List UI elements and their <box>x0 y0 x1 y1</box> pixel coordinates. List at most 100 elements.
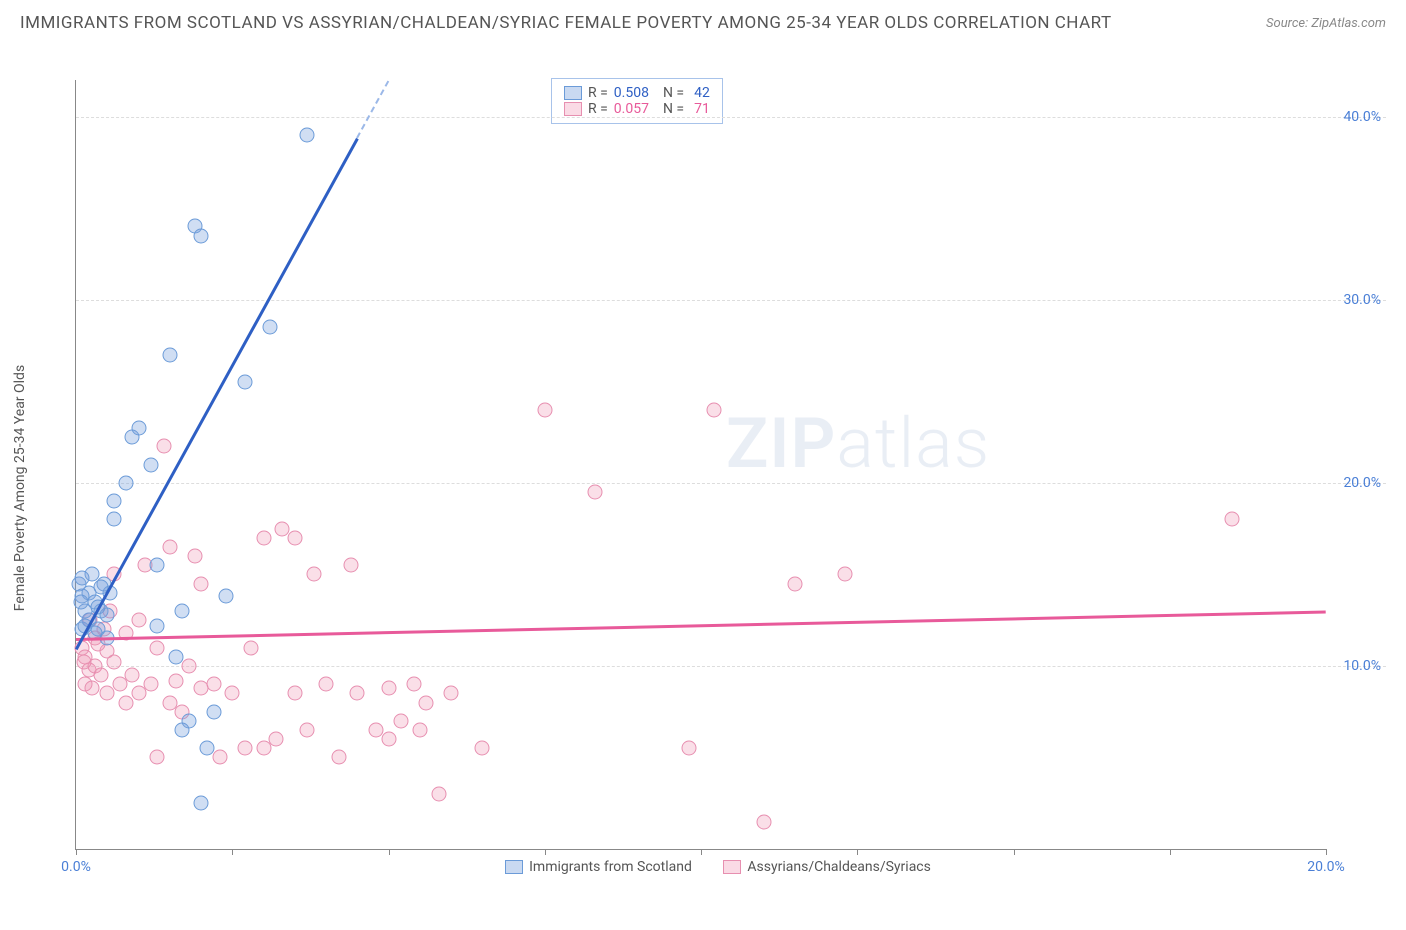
data-point <box>444 686 459 701</box>
x-tick <box>389 849 390 855</box>
data-point <box>419 695 434 710</box>
data-point <box>84 680 99 695</box>
data-point <box>431 787 446 802</box>
swatch-blue-icon <box>505 860 523 874</box>
y-tick-label: 20.0% <box>1343 475 1381 491</box>
legend-pink-label: Assyrians/Chaldeans/Syriacs <box>747 859 930 875</box>
data-point <box>150 618 165 633</box>
data-point <box>306 567 321 582</box>
data-point <box>681 741 696 756</box>
data-point <box>300 127 315 142</box>
data-point <box>206 704 221 719</box>
y-axis-label: Female Poverty Among 25-34 Year Olds <box>12 365 28 611</box>
trend-line <box>76 611 1326 641</box>
data-point <box>106 512 121 527</box>
swatch-blue-icon <box>564 86 582 100</box>
data-point <box>200 741 215 756</box>
y-tick-label: 30.0% <box>1343 292 1381 308</box>
data-point <box>756 814 771 829</box>
data-point <box>162 347 177 362</box>
data-point <box>706 402 721 417</box>
data-point <box>162 539 177 554</box>
data-point <box>131 613 146 628</box>
data-point <box>194 228 209 243</box>
legend-blue-label: Immigrants from Scotland <box>529 859 692 875</box>
data-point <box>106 655 121 670</box>
data-point <box>787 576 802 591</box>
data-point <box>169 673 184 688</box>
source-credit: Source: ZipAtlas.com <box>1266 16 1386 31</box>
data-point <box>206 677 221 692</box>
data-point <box>144 677 159 692</box>
data-point <box>244 640 259 655</box>
data-point <box>119 475 134 490</box>
swatch-pink-icon <box>564 102 582 116</box>
data-point <box>150 558 165 573</box>
n-value-pink: 71 <box>694 101 710 117</box>
x-tick <box>1326 849 1327 855</box>
data-point <box>237 375 252 390</box>
r-label: R = <box>588 85 608 101</box>
n-value-blue: 42 <box>694 85 710 101</box>
data-point <box>262 320 277 335</box>
chart-area: Female Poverty Among 25-34 Year Olds R =… <box>50 80 1386 880</box>
data-point <box>150 750 165 765</box>
data-point <box>537 402 552 417</box>
data-point <box>475 741 490 756</box>
n-label: N = <box>663 85 684 101</box>
data-point <box>219 589 234 604</box>
y-tick-label: 10.0% <box>1343 658 1381 674</box>
plot-region: R = 0.508 N = 42 R = 0.057 N = 71 ZIPatl… <box>75 80 1326 850</box>
x-tick <box>857 849 858 855</box>
x-tick <box>1170 849 1171 855</box>
data-point <box>287 530 302 545</box>
r-label: R = <box>588 101 608 117</box>
data-point <box>150 640 165 655</box>
data-point <box>131 420 146 435</box>
data-point <box>412 723 427 738</box>
data-point <box>331 750 346 765</box>
gridline <box>76 483 1386 484</box>
data-point <box>175 723 190 738</box>
data-point <box>187 549 202 564</box>
data-point <box>1225 512 1240 527</box>
data-point <box>125 668 140 683</box>
data-point <box>144 457 159 472</box>
data-point <box>406 677 421 692</box>
data-point <box>256 530 271 545</box>
data-point <box>394 713 409 728</box>
r-value-pink: 0.057 <box>614 101 649 117</box>
data-point <box>237 741 252 756</box>
data-point <box>381 732 396 747</box>
data-point <box>269 732 284 747</box>
data-point <box>381 680 396 695</box>
watermark: ZIPatlas <box>726 403 990 485</box>
data-point <box>156 439 171 454</box>
data-point <box>319 677 334 692</box>
data-point <box>76 655 91 670</box>
y-tick-label: 40.0% <box>1343 109 1381 125</box>
n-label: N = <box>663 101 684 117</box>
data-point <box>94 668 109 683</box>
data-point <box>587 484 602 499</box>
gridline <box>76 117 1386 118</box>
data-point <box>169 649 184 664</box>
x-tick <box>545 849 546 855</box>
x-tick <box>1014 849 1015 855</box>
x-tick <box>76 849 77 855</box>
data-point <box>344 558 359 573</box>
data-point <box>287 686 302 701</box>
data-point <box>194 796 209 811</box>
data-point <box>181 658 196 673</box>
x-tick <box>701 849 702 855</box>
data-point <box>194 576 209 591</box>
data-point <box>106 494 121 509</box>
x-tick <box>232 849 233 855</box>
gridline <box>76 666 1386 667</box>
gridline <box>76 300 1386 301</box>
r-value-blue: 0.508 <box>614 85 649 101</box>
data-point <box>225 686 240 701</box>
data-point <box>75 571 90 586</box>
chart-title: IMMIGRANTS FROM SCOTLAND VS ASSYRIAN/CHA… <box>20 10 1112 37</box>
data-point <box>74 594 89 609</box>
